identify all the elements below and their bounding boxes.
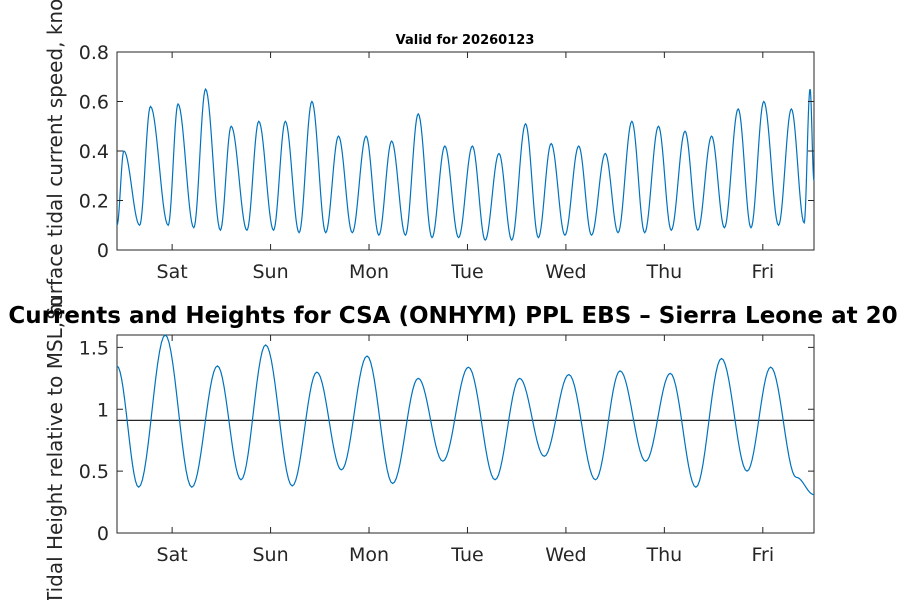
current-speed-y-tick-label: 0.8 xyxy=(79,42,109,64)
current-speed-x-tick-label: Mon xyxy=(349,261,389,283)
current-speed-axes: 0 0.2 0.4 0.6 0.8 Sat Sun Mon Tue Wed Thu Fri Vali… xyxy=(43,0,815,320)
current-speed-x-tick-label: Sat xyxy=(157,261,188,283)
tidal-height-x-tick-label: Sun xyxy=(252,544,288,566)
tidal-height-x-tick-label: Mon xyxy=(349,544,389,566)
current-speed-y-axis-label: Surface tidal current speed, knots xyxy=(43,0,67,320)
figure-main-title: Currents and Heights for CSA (ONHYM) PPL… xyxy=(8,303,897,329)
current-speed-y-tick-label: 0.6 xyxy=(79,92,109,114)
current-speed-y-tick-label: 0.4 xyxy=(79,141,109,163)
tidal-height-axes: 0 0.5 1 1.5 Sat Sun Mon Tue Wed Thu Fri Tidal Hei… xyxy=(43,296,815,600)
tidal-height-x-tick-label: Sat xyxy=(157,544,188,566)
current-speed-x-tick-label: Sun xyxy=(252,261,288,283)
current-speed-x-tick-label: Wed xyxy=(545,261,586,283)
current-speed-y-tick-label: 0 xyxy=(97,240,109,262)
current-speed-y-tick-label: 0.2 xyxy=(79,191,109,213)
tidal-height-y-tick-label: 1.5 xyxy=(79,337,109,359)
tidal-height-x-tick-label: Fri xyxy=(751,544,774,566)
tidal-height-series-line xyxy=(116,334,815,496)
tidal-height-plot-area xyxy=(116,334,815,534)
current-speed-x-tick-label: Tue xyxy=(450,261,483,283)
tidal-height-x-tick-label: Tue xyxy=(450,544,483,566)
current-speed-x-tick-label: Fri xyxy=(751,261,774,283)
tidal-height-x-tick-label: Thu xyxy=(646,544,683,566)
current-speed-chart-title: Valid for 20260123 xyxy=(396,33,535,48)
tidal-height-y-tick-label: 0.5 xyxy=(79,461,109,483)
current-speed-series-line xyxy=(116,87,815,242)
tidal-height-y-axis-label: Tidal Height relative to MSL, m xyxy=(43,296,67,600)
tidal-height-x-tick-label: Wed xyxy=(545,544,586,566)
current-speed-x-tick-label: Thu xyxy=(646,261,683,283)
tidal-height-y-tick-label: 0 xyxy=(97,523,109,545)
tidal-height-y-tick-label: 1 xyxy=(97,399,109,421)
current-speed-plot-area xyxy=(116,51,815,251)
